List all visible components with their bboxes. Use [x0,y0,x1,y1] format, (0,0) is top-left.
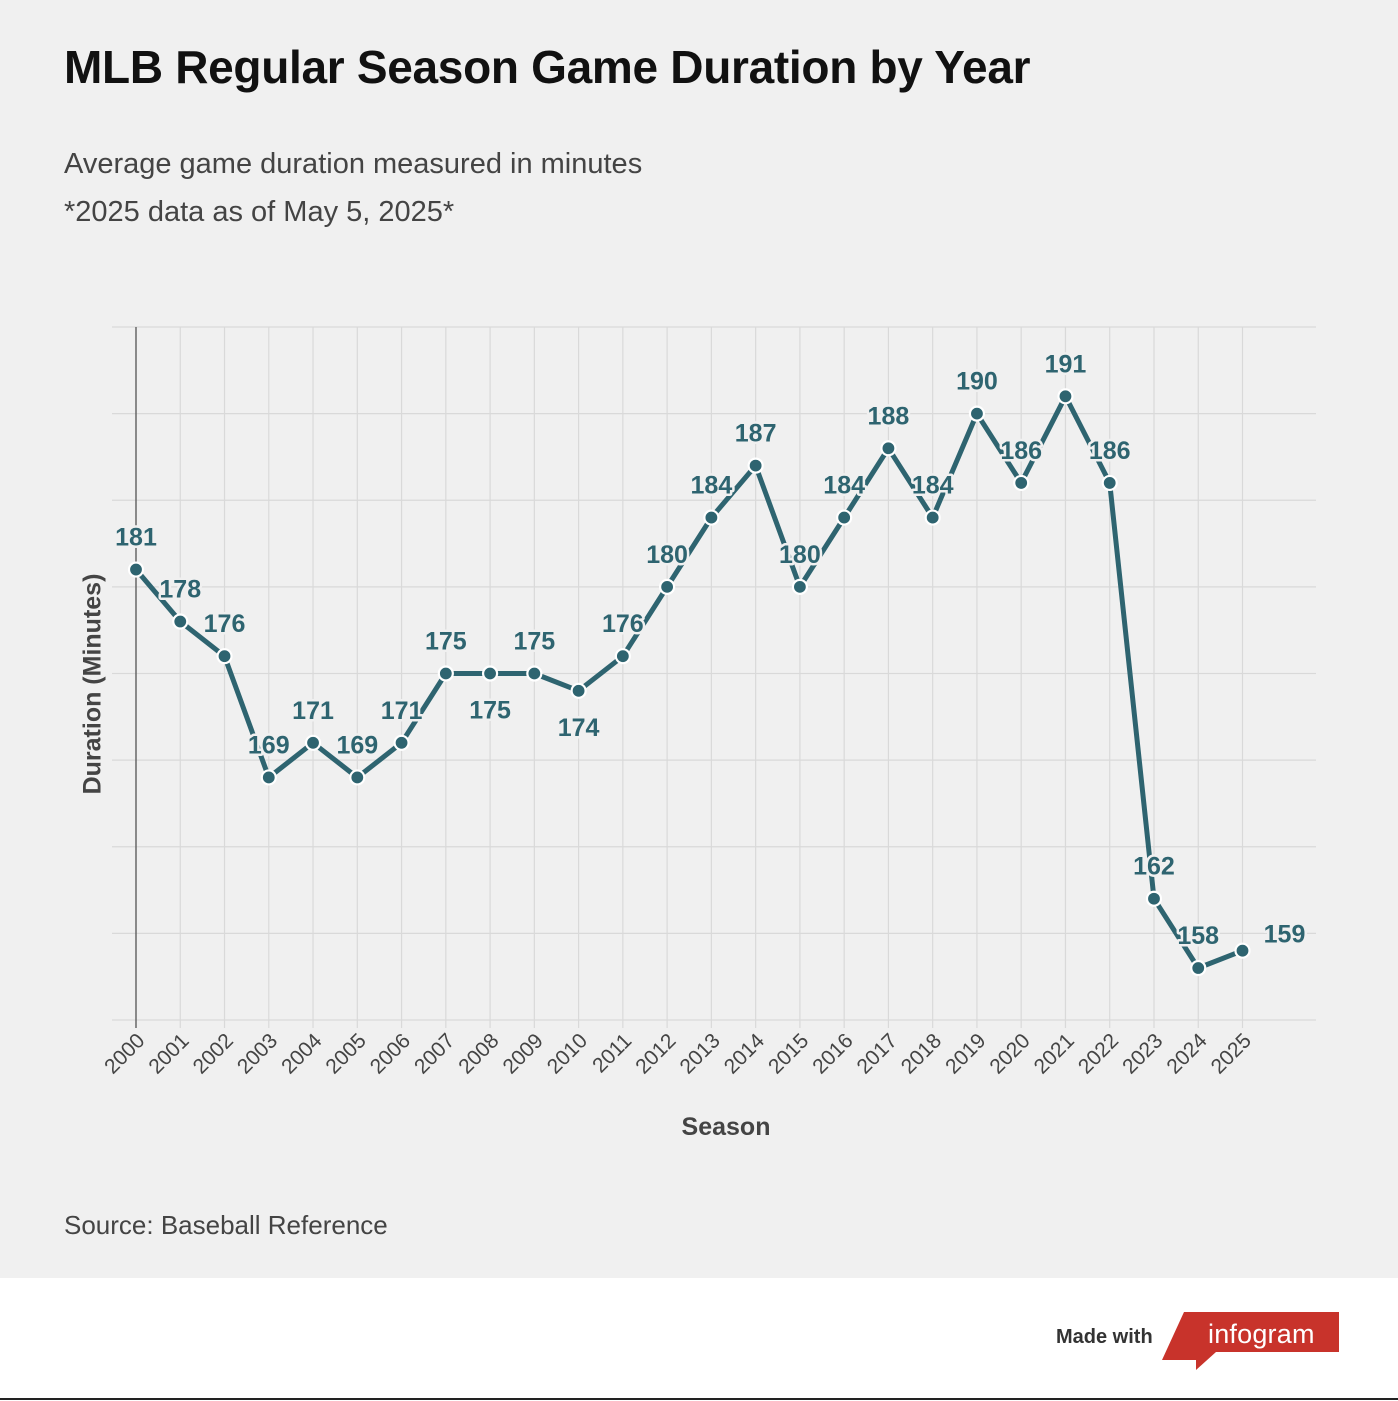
data-label-2015: 180 [779,541,821,569]
x-tick-2018: 2018 [897,1029,946,1078]
x-tick-2025: 2025 [1207,1029,1256,1078]
data-label-2021: 191 [1045,350,1087,378]
x-tick-2013: 2013 [676,1029,725,1078]
data-label-2017: 188 [868,402,910,430]
x-tick-2017: 2017 [853,1029,902,1078]
x-tick-2014: 2014 [720,1029,770,1079]
chart-card: MLB Regular Season Game Duration by Year… [0,0,1398,1278]
data-point-2003 [260,769,277,786]
data-labels: 1811781761691711691711751751751741761801… [113,348,1308,953]
x-tick-2007: 2007 [410,1029,459,1078]
x-tick-2019: 2019 [941,1029,990,1078]
data-label-2025: 159 [1264,921,1306,949]
x-tick-2000: 2000 [100,1029,149,1078]
made-with-text: Made with [1056,1326,1153,1348]
data-label-2004: 171 [292,697,334,725]
data-label-2012: 180 [646,541,688,569]
chart-subtitle: Average game duration measured in minute… [64,148,643,180]
footer-bar [0,1278,1398,1401]
data-point-2019 [968,405,986,422]
data-label-2008: 175 [469,697,511,725]
data-label-2003: 169 [248,731,290,759]
data-label-2013: 184 [691,472,733,500]
data-label-2016: 184 [823,472,865,500]
data-label-2005: 169 [336,731,378,759]
data-points [127,388,1251,977]
data-point-2013 [703,509,720,526]
x-tick-2011: 2011 [588,1029,636,1077]
x-tick-2010: 2010 [543,1029,592,1078]
data-point-2006 [393,734,410,751]
data-point-2025 [1234,942,1251,959]
x-tick-2001: 2001 [144,1029,193,1078]
data-point-2017 [880,440,897,457]
x-tick-2004: 2004 [277,1029,327,1079]
vertical-gridlines [135,327,1244,1028]
data-label-2000: 181 [115,524,157,552]
x-tick-2015: 2015 [764,1029,813,1078]
data-point-2002 [216,648,233,665]
infogram-logo-text[interactable]: infogram [1208,1319,1315,1349]
data-label-2001: 178 [159,576,201,604]
x-tick-2003: 2003 [233,1029,282,1078]
data-label-2014: 187 [735,420,777,448]
x-tick-2012: 2012 [631,1029,680,1078]
data-label-2023: 162 [1133,853,1175,881]
x-axis-label: Season [682,1113,771,1141]
data-point-2008 [481,665,499,682]
x-tick-2008: 2008 [454,1029,503,1078]
data-point-2015 [791,578,809,595]
chart-title: MLB Regular Season Game Duration by Year [64,41,1031,93]
data-point-2001 [172,613,189,630]
data-label-2007: 175 [425,628,467,656]
data-label-2009: 175 [513,628,555,656]
data-point-2021 [1057,388,1074,405]
data-point-2014 [747,457,764,474]
chart-note: *2025 data as of May 5, 2025* [64,196,455,228]
data-point-2007 [437,665,454,682]
data-label-2018: 184 [912,472,954,500]
data-point-2012 [659,578,676,595]
x-tick-2005: 2005 [321,1029,370,1078]
data-label-2020: 186 [1000,437,1042,465]
x-tick-2002: 2002 [189,1029,238,1078]
data-point-2022 [1101,474,1118,492]
series-line [133,393,1245,971]
data-label-2022: 186 [1089,437,1131,465]
data-point-2020 [1013,474,1030,492]
data-point-2000 [127,561,145,578]
data-label-2006: 171 [381,697,423,725]
data-point-2004 [304,734,322,751]
data-label-2019: 190 [956,368,998,396]
data-point-2009 [526,665,543,682]
data-point-2018 [924,509,941,526]
line-chart: 2000200120022003200420052006200720082009… [79,326,1316,1141]
x-tick-2006: 2006 [366,1029,415,1078]
x-tick-2009: 2009 [498,1029,547,1078]
data-point-2024 [1190,959,1207,977]
horizontal-gridlines [112,326,1316,1021]
x-tick-2020: 2020 [985,1029,1034,1078]
y-axis-label: Duration (Minutes) [79,574,107,795]
x-tick-2023: 2023 [1118,1029,1167,1078]
data-point-2016 [836,509,853,526]
data-point-2010 [570,682,587,699]
x-tick-2024: 2024 [1162,1029,1212,1079]
data-label-2002: 176 [204,610,246,638]
data-label-2011: 176 [602,610,644,638]
data-point-2005 [349,769,366,786]
x-tick-2022: 2022 [1074,1029,1123,1078]
data-point-2011 [614,648,631,665]
data-label-2010: 174 [558,714,600,742]
infogram-logo[interactable] [1162,1312,1342,1380]
data-label-2024: 158 [1177,922,1219,950]
x-tick-2016: 2016 [808,1029,857,1078]
x-tick-2021: 2021 [1030,1029,1079,1078]
source-note: Source: Baseball Reference [64,1210,388,1240]
bottom-rule [0,1398,1398,1400]
x-tick-labels: 2000200120022003200420052006200720082009… [100,1029,1256,1079]
data-point-2023 [1145,890,1163,907]
